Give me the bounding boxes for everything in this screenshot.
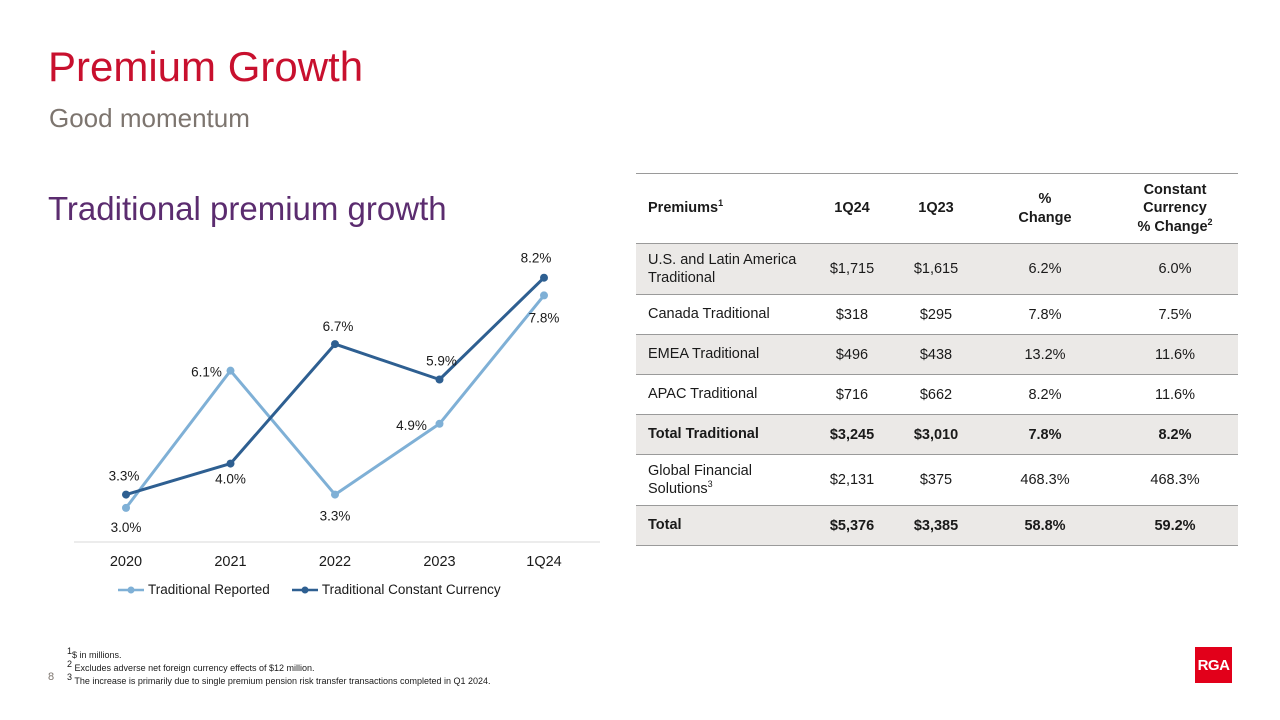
table-cell: 6.2% [1028, 261, 1062, 277]
legend-label-constant-currency: Traditional Constant Currency [321, 582, 501, 597]
footnote-2: 2 Excludes adverse net foreign currency … [67, 659, 315, 674]
header-premiums: Premiums1 [648, 198, 724, 217]
header-pct-change: % Change [1018, 191, 1072, 226]
legend-item-reported: Traditional Reported [118, 582, 270, 597]
table-cell: 468.3% [1150, 472, 1200, 488]
data-label: 4.9% [396, 418, 427, 433]
x-tick-label: 1Q24 [526, 554, 561, 570]
x-tick-label: 2021 [214, 554, 246, 570]
footnote-1: 1$ in millions. [67, 646, 122, 661]
table-cell: $662 [919, 386, 953, 403]
data-point [122, 490, 130, 499]
table-cell: $2,131 [829, 472, 875, 488]
data-label: 6.1% [191, 365, 222, 380]
table-cell: 7.8% [1028, 306, 1062, 323]
row-label: Total Traditional [648, 426, 759, 443]
table-cell: $1,715 [829, 261, 875, 277]
data-label: 3.0% [111, 520, 142, 535]
header-1q24: 1Q24 [834, 200, 870, 217]
row-label: APAC Traditional [648, 386, 758, 403]
table-cell: 59.2% [1154, 517, 1196, 534]
data-point [122, 503, 130, 512]
data-label: 3.3% [320, 509, 351, 524]
table-row: U.S. and Latin America Traditional $1,715… [636, 243, 1238, 295]
data-point [540, 273, 548, 282]
data-label: 3.3% [109, 469, 140, 484]
header-1q23: 1Q23 [918, 200, 954, 217]
table-cell: $716 [835, 386, 869, 403]
data-label: 7.8% [529, 310, 560, 325]
table-cell: $3,385 [913, 517, 959, 534]
table-cell: 11.6% [1154, 346, 1196, 363]
table-cell: $496 [835, 346, 869, 363]
data-label: 4.0% [215, 472, 246, 487]
table-row: Canada Traditional $318 $295 7.8% 7.5% [636, 294, 1238, 335]
table-cell: 11.6% [1154, 386, 1196, 403]
table-row: Global Financial Solutions3 $2,131 $375 468… [636, 454, 1238, 506]
table-cell: $318 [835, 306, 869, 323]
data-point [435, 419, 444, 428]
x-tick-label: 2022 [319, 554, 351, 570]
data-point [540, 291, 548, 300]
row-label: Global Financial Solutions3 [648, 462, 752, 497]
table-cell: $5,376 [829, 517, 875, 534]
data-point [435, 375, 444, 384]
page-number: 8 [48, 671, 55, 683]
footnote-3: 3 The increase is primarily due to singl… [67, 672, 491, 687]
row-label: Total [648, 517, 682, 534]
data-label: 8.2% [521, 251, 552, 266]
line-chart: 2020 2021 2022 2023 1Q24 3.0% 6.1% 3.3% 4.9% 7.8%… [74, 251, 600, 570]
series-line-constant-currency [125, 276, 546, 497]
rga-logo: RGA [1195, 647, 1232, 683]
legend-swatch-reported [118, 586, 144, 593]
data-point [331, 490, 339, 499]
table-cell: $438 [919, 346, 953, 363]
table-row: APAC Traditional $716 $662 8.2% 11.6% [636, 374, 1238, 415]
chart-legend: Traditional Reported Traditional Constan… [118, 582, 501, 597]
footnotes: 1$ in millions. 2 Excludes adverse net f… [67, 646, 491, 688]
table-cell: 7.8% [1028, 426, 1062, 443]
chart-title: Traditional premium growth [48, 190, 447, 227]
legend-swatch-constant-currency [291, 586, 318, 593]
table-cell: $3,010 [913, 426, 959, 443]
table-cell: $295 [919, 306, 953, 323]
table-cell: $1,615 [913, 261, 959, 277]
premiums-table: Premiums1 1Q24 1Q23 % Change Constant Cu… [636, 173, 1238, 546]
legend-label-reported: Traditional Reported [148, 582, 270, 597]
x-tick-label: 2023 [423, 554, 455, 570]
table-header-row: Premiums1 1Q24 1Q23 % Change Constant Cu… [636, 173, 1238, 244]
legend-item-constant-currency: Traditional Constant Currency [291, 582, 501, 597]
data-label: 6.7% [323, 319, 354, 334]
table-cell: $3,245 [829, 426, 875, 443]
table-cell: 468.3% [1020, 472, 1070, 488]
data-point [226, 366, 235, 375]
header-constant-currency: Constant Currency % Change2 [1137, 182, 1213, 235]
page-subtitle: Good momentum [49, 103, 250, 133]
table-cell: 8.2% [1028, 386, 1062, 403]
legend-marker-constant-currency [301, 586, 309, 593]
x-tick-label: 2020 [110, 554, 142, 570]
table-row: EMEA Traditional $496 $438 13.2% 11.6% [636, 334, 1238, 375]
table-cell: 58.8% [1024, 517, 1066, 534]
table-cell: 7.5% [1158, 306, 1192, 323]
table-row: Total $5,376 $3,385 58.8% 59.2% [636, 505, 1238, 546]
table-cell: $375 [919, 472, 953, 488]
data-point [331, 340, 339, 349]
table-cell: 13.2% [1024, 346, 1066, 363]
page-title: Premium Growth [48, 43, 364, 90]
data-point [226, 459, 235, 468]
legend-marker-reported [127, 586, 135, 593]
table-cell: 6.0% [1158, 261, 1192, 277]
row-label: EMEA Traditional [648, 346, 760, 363]
table-cell: 8.2% [1158, 426, 1192, 443]
data-label: 5.9% [426, 354, 457, 369]
table-row: Total Traditional $3,245 $3,010 7.8% 8.2% [636, 414, 1238, 455]
row-label: U.S. and Latin America Traditional [648, 251, 797, 286]
row-label: Canada Traditional [648, 306, 770, 323]
